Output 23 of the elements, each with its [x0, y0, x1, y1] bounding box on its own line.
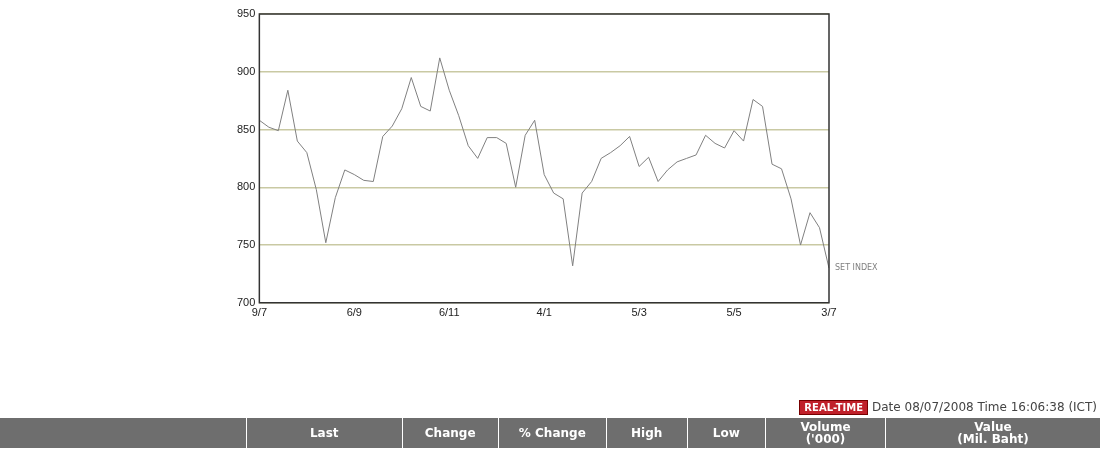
y-tick-label: 800 — [236, 180, 256, 193]
x-tick-label: 5/3 — [631, 306, 647, 319]
y-tick-label: 950 — [236, 7, 256, 20]
y-tick-label: 850 — [236, 122, 256, 135]
x-tick-label: 6/9 — [346, 306, 362, 319]
text: % Change — [498, 418, 607, 448]
text: Volume ('000) — [765, 418, 886, 448]
text: High — [606, 418, 688, 448]
x-tick-label: 3/7 — [821, 306, 837, 319]
text: Change — [402, 418, 499, 448]
series-label: SET INDEX — [835, 263, 879, 273]
text: Value (Mil. Baht) — [885, 418, 1101, 448]
text: Date 08/07/2008 Time 16:06:38 (ICT) — [872, 400, 1097, 414]
x-tick-label: 9/7 — [251, 306, 267, 319]
x-tick-label: 5/5 — [726, 306, 742, 319]
y-tick-label: 700 — [236, 295, 256, 308]
x-tick-label: 6/11 — [438, 306, 460, 319]
y-tick-label: 750 — [236, 238, 256, 251]
y-tick-label: 900 — [236, 64, 256, 77]
x-tick-label: 4/1 — [536, 306, 552, 319]
text: Low — [687, 418, 766, 448]
text: Last — [246, 418, 403, 448]
text: REAL-TIME — [799, 400, 869, 415]
